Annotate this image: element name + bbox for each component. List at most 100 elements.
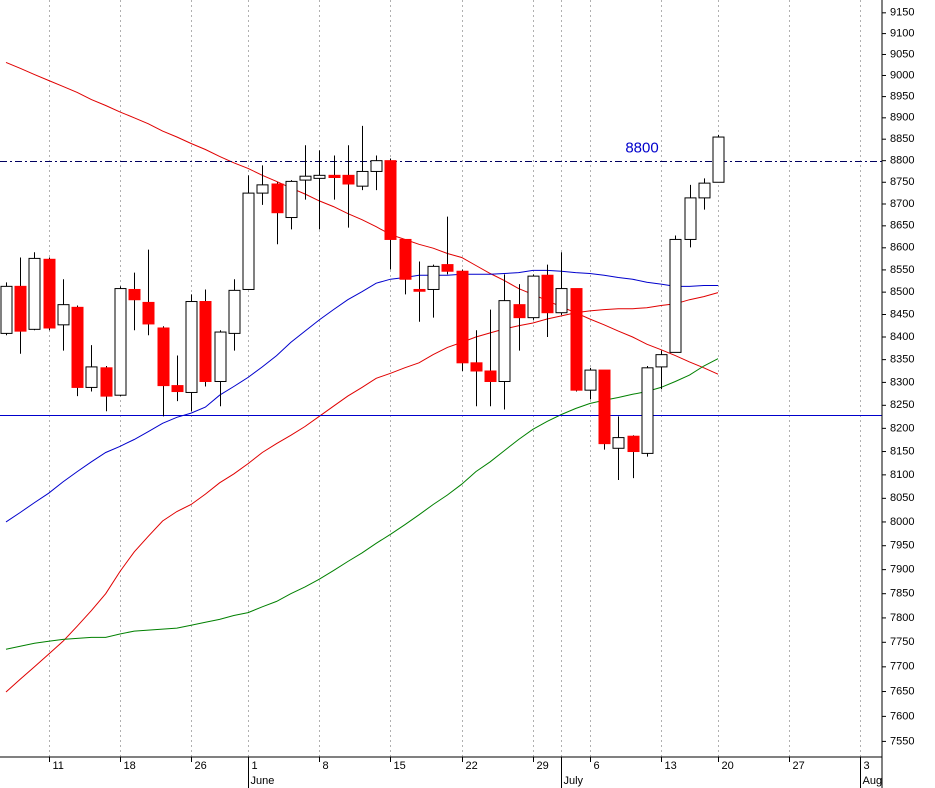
x-tick-label: 6: [594, 760, 600, 772]
x-tick-label: 27: [793, 760, 805, 772]
y-tick-label: 8300: [890, 376, 914, 388]
moving-average-line: [5, 292, 719, 693]
candle-body: [271, 183, 284, 214]
reference-lines: 8800: [0, 139, 882, 416]
x-tick-label: 1: [252, 760, 258, 772]
candle-body: [342, 174, 355, 185]
candle-body: [199, 301, 212, 382]
candle-body: [513, 304, 526, 319]
candle-body: [14, 285, 27, 332]
y-tick-label: 7800: [890, 612, 914, 624]
candle-body: [328, 174, 341, 179]
candle-body: [712, 136, 725, 183]
y-tick-label: 8450: [890, 308, 914, 320]
candle-body: [570, 288, 583, 391]
x-tick-label: 29: [537, 760, 549, 772]
y-tick-label: 8150: [890, 445, 914, 457]
y-tick-label: 8650: [890, 220, 914, 232]
y-tick-label: 7600: [890, 710, 914, 722]
candle-body: [470, 362, 483, 372]
y-tick-label: 8000: [890, 516, 914, 528]
moving-average-line: [5, 269, 718, 523]
candle-body: [669, 238, 682, 353]
candle-body: [43, 258, 56, 329]
y-tick-label: 8400: [890, 331, 914, 343]
candle-body: [228, 289, 241, 334]
month-label: June: [251, 775, 275, 787]
candle-body: [484, 370, 497, 382]
candle-body: [299, 175, 312, 181]
y-tick-label: 7900: [890, 564, 914, 576]
y-tick-label: 8500: [890, 286, 914, 298]
x-tick-label: 11: [53, 760, 64, 772]
y-tick-label: 9100: [890, 27, 914, 39]
candle-body: [185, 301, 198, 393]
candle-body: [100, 367, 113, 397]
candle-body: [441, 264, 454, 272]
candle-body: [627, 435, 640, 453]
y-tick-label: 8050: [890, 492, 914, 504]
candle-body: [285, 180, 298, 219]
candle-body: [584, 369, 597, 391]
candle-body: [370, 160, 383, 172]
y-tick-label: 8700: [890, 198, 914, 210]
y-tick-label: 8100: [890, 469, 914, 481]
axes: 7550 7600 7650 7700 7750 7800 7850 7900 7950 8000…: [0, 0, 914, 788]
candle-body: [157, 327, 170, 387]
candle-body: [214, 331, 227, 382]
y-tick-label: 7950: [890, 540, 914, 552]
y-tick-label: 7750: [890, 636, 914, 648]
x-tick-label: 3: [864, 760, 870, 772]
y-tick-label: 8800: [890, 155, 914, 167]
candle-body: [71, 306, 84, 388]
y-tick-label: 7650: [890, 685, 914, 697]
y-tick-label: 8600: [890, 242, 914, 254]
month-label: July: [564, 775, 584, 787]
candle-body: [698, 182, 711, 199]
y-tick-label: 8850: [890, 133, 914, 145]
y-tick-label: 8950: [890, 91, 914, 103]
candle-body: [85, 366, 98, 388]
y-tick-label: 7550: [890, 735, 914, 747]
candle-body: [384, 160, 397, 240]
candle-body: [498, 300, 511, 382]
x-tick-label: 26: [195, 760, 207, 772]
candle-body: [256, 184, 269, 194]
y-tick-label: 7850: [890, 588, 914, 600]
candle-body: [612, 437, 625, 449]
x-tick-label: 20: [722, 760, 734, 772]
x-tick-label: 18: [124, 760, 136, 772]
y-tick-label: 8350: [890, 354, 914, 366]
candle-body: [356, 170, 369, 187]
candle-body: [598, 369, 611, 445]
y-tick-label: 8750: [890, 176, 914, 188]
candle-body: [427, 265, 440, 290]
candle-body: [242, 192, 255, 290]
candle-body: [641, 367, 654, 454]
candle-body: [128, 288, 141, 301]
candle-body: [555, 288, 568, 314]
candle-body: [399, 238, 412, 280]
y-tick-label: 9150: [890, 7, 914, 19]
month-label: Aug: [863, 775, 883, 787]
candle-body: [28, 257, 41, 330]
reference-label: 8800: [625, 139, 658, 156]
grid: [49, 0, 861, 757]
y-tick-label: 9000: [890, 69, 914, 81]
candle-body: [413, 288, 426, 292]
x-tick-label: 8: [323, 760, 329, 772]
y-tick-label: 8900: [890, 112, 914, 124]
x-tick-label: 13: [665, 760, 677, 772]
candle-body: [684, 197, 697, 240]
candle-body: [541, 274, 554, 314]
candle-body: [171, 385, 184, 393]
candle-body: [313, 174, 326, 179]
candle-body: [114, 288, 127, 396]
candle-body: [527, 275, 540, 319]
y-tick-label: 8200: [890, 422, 914, 434]
candle-body: [655, 354, 668, 368]
x-tick-label: 15: [394, 760, 406, 772]
